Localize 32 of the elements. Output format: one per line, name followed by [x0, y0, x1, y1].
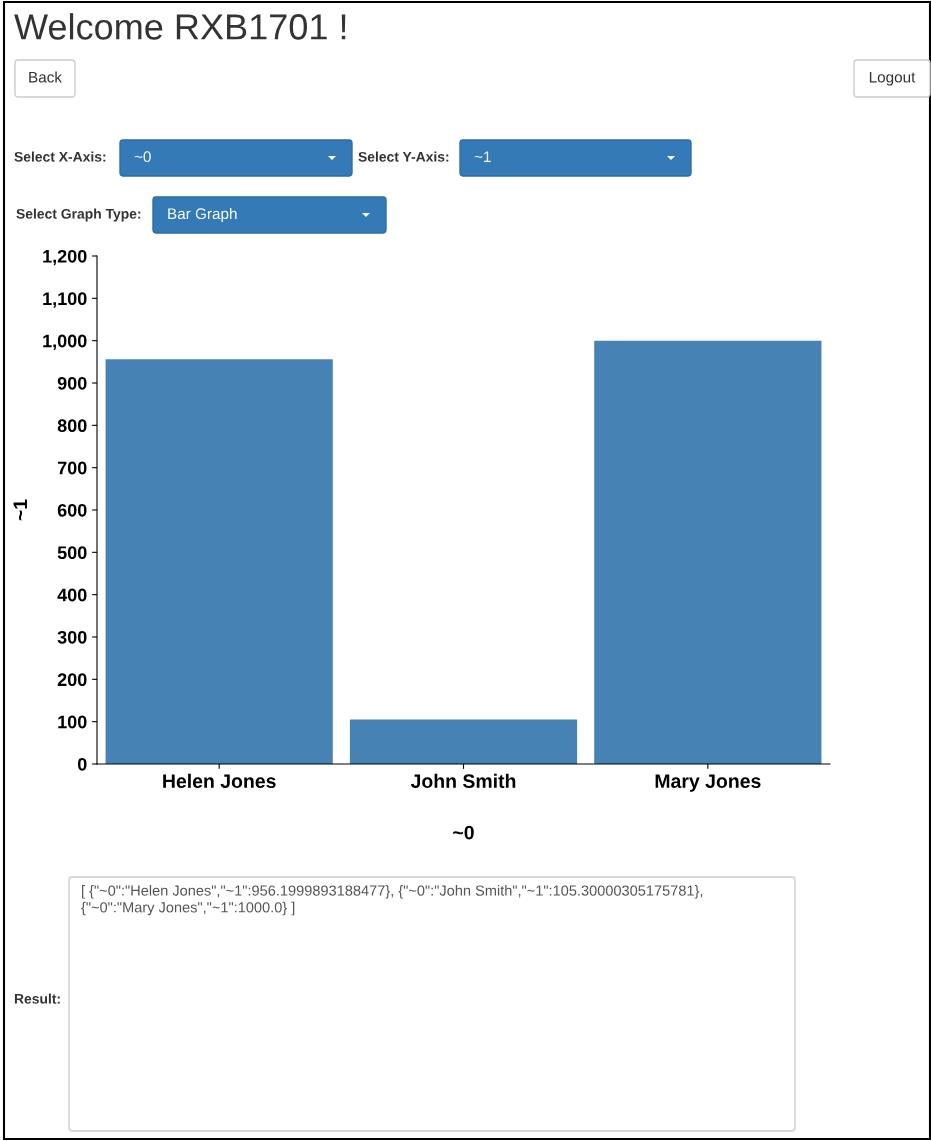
y-tick-label: 0 [77, 757, 87, 771]
bar [594, 340, 822, 764]
bar [349, 719, 578, 764]
text: Back [29, 71, 62, 83]
y-tick-label: 1,200 [43, 249, 87, 266]
y-tick-label: 600 [57, 503, 87, 517]
text: Logout [869, 71, 916, 86]
text: ~1 [474, 151, 491, 162]
y-tick-label: 900 [57, 376, 87, 390]
x-tick-label: Helen Jones [163, 773, 276, 788]
y-tick-label: 200 [57, 673, 87, 687]
text: Select Y-Axis: [358, 151, 449, 162]
y-tick-label: 300 [57, 630, 87, 644]
text: Bar Graph [168, 207, 237, 223]
y-tick-label: 700 [57, 461, 87, 475]
x-tick-label: Mary Jones [655, 774, 761, 792]
y-tick-label: 500 [57, 546, 87, 560]
text: Result: [14, 993, 60, 1004]
y-tick-label: 1,000 [43, 334, 87, 350]
text: Select X-Axis: [14, 151, 106, 162]
y-axis-title: ~1 [13, 499, 27, 521]
text: Select Graph Type: [16, 208, 141, 222]
y-tick-label: 800 [57, 419, 87, 433]
text: [ {"~0":"Helen Jones","~1":956.1999893188477}, {"~0":"John Smith","~1":105.30000305175781}, {"~0":"Mary Jones","~1":1000.0} ] [81, 885, 703, 916]
y-tick-label: 1,100 [43, 292, 87, 308]
text: ~0 [134, 151, 151, 163]
x-tick-label: John Smith [410, 773, 516, 788]
y-tick-label: 400 [57, 588, 87, 602]
chart-title: Welcome RXB1701 ! [14, 13, 346, 40]
bar [105, 359, 333, 764]
y-tick-label: 100 [58, 715, 87, 729]
x-axis-title: ~0 [453, 825, 474, 840]
